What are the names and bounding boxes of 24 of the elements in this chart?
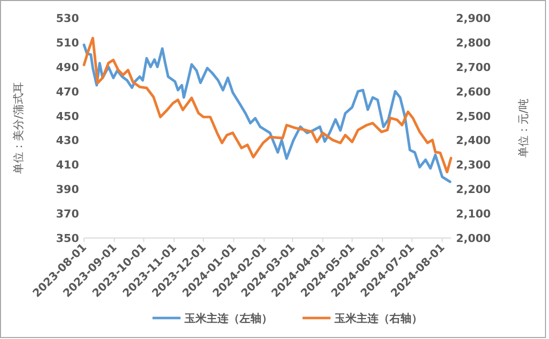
y-tick-label: 430 xyxy=(56,134,80,148)
y-tick-label: 510 xyxy=(56,36,80,50)
y2-tick-label: 2,300 xyxy=(456,158,492,172)
y2-tick-label: 2,100 xyxy=(456,208,492,221)
y-tick-label: 530 xyxy=(56,12,80,25)
y2-tick-label: 2,500 xyxy=(456,110,492,123)
y2-tick-label: 2,800 xyxy=(456,36,492,50)
y-tick-label: 350 xyxy=(56,232,80,245)
y2-tick-label: 2,700 xyxy=(456,60,492,74)
y2-tick-label: 2,200 xyxy=(456,183,492,196)
y-tick-label: 370 xyxy=(56,208,80,221)
y-tick-label: 490 xyxy=(56,60,80,74)
y-tick-label: 450 xyxy=(56,110,80,123)
y2-axis-title: 单位：元/吨 xyxy=(517,98,530,158)
y-tick-label: 390 xyxy=(56,183,80,196)
y2-tick-label: 2,600 xyxy=(456,85,492,98)
legend-label: 玉米主连（左轴） xyxy=(184,312,272,325)
y2-tick-label: 2,400 xyxy=(456,134,492,148)
y-tick-label: 410 xyxy=(56,158,80,172)
y-tick-label: 470 xyxy=(56,85,80,98)
y2-tick-label: 2,900 xyxy=(456,12,492,25)
y2-tick-label: 2,000 xyxy=(456,232,492,245)
y-axis-title: 单位：美分/蒲式耳 xyxy=(12,82,25,174)
legend-label: 玉米主连（右轴） xyxy=(334,312,422,325)
